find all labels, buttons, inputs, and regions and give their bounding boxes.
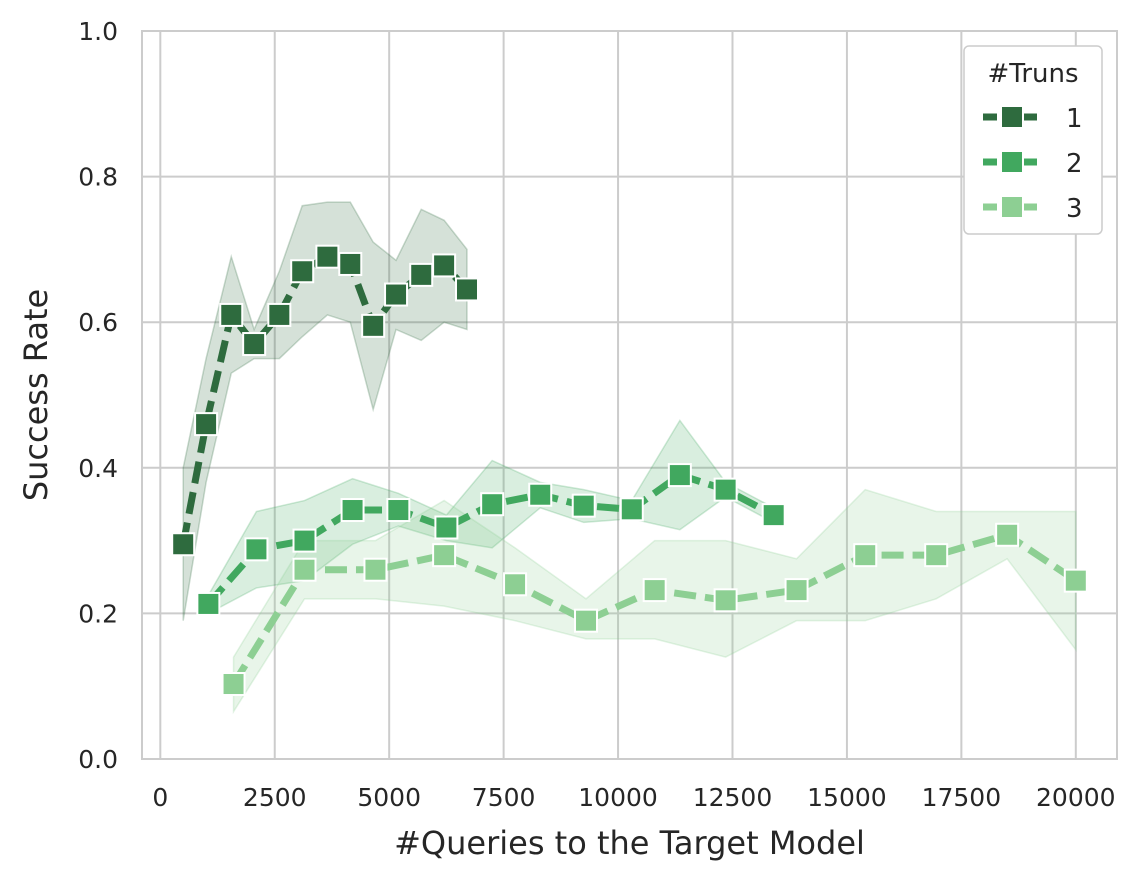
confidence-band-series-1 <box>182 201 468 621</box>
marker-series-1-point-4 <box>267 302 292 327</box>
y-tick-label: 0.0 <box>78 745 118 774</box>
y-tick-label: 0.6 <box>78 308 118 337</box>
x-tick-label: 20000 <box>1036 783 1116 812</box>
marker-series-2-point-1 <box>244 537 269 562</box>
x-tick-label: 0 <box>152 783 168 812</box>
legend: #Truns 1 2 3 <box>963 45 1103 235</box>
marker-series-3-point-4 <box>503 572 528 597</box>
legend-entries: 1 2 3 <box>983 104 1083 224</box>
x-tick-label: 15000 <box>807 783 887 812</box>
marker-series-2-point-3 <box>340 498 365 523</box>
marker-series-2-point-0 <box>196 591 221 616</box>
x-tick-label: 7500 <box>472 783 536 812</box>
marker-series-1-point-10 <box>409 262 434 287</box>
marker-series-3-point-1 <box>292 557 317 582</box>
x-tick-label: 2500 <box>243 783 307 812</box>
plot-area <box>142 31 1117 759</box>
marker-series-1-point-6 <box>315 244 340 269</box>
legend-label-3: 3 <box>1066 194 1083 224</box>
y-tick-label: 1.0 <box>78 17 118 46</box>
marker-series-1-point-5 <box>290 259 315 284</box>
legend-label-2: 2 <box>1066 149 1083 179</box>
marker-series-3-point-3 <box>432 543 457 568</box>
marker-series-2-point-10 <box>667 463 692 488</box>
legend-title: #Truns <box>987 59 1078 89</box>
marker-series-3-point-10 <box>924 543 949 568</box>
marker-series-3-point-0 <box>221 672 246 697</box>
y-tick-label: 0.4 <box>78 454 118 483</box>
x-tick-label: 17500 <box>922 783 1002 812</box>
marker-series-3-point-8 <box>784 578 809 603</box>
marker-series-1-point-9 <box>384 282 409 307</box>
marker-series-2-point-2 <box>292 528 317 553</box>
y-tick-label: 0.8 <box>78 163 118 192</box>
x-tick-label: 12500 <box>693 783 773 812</box>
plot-frame <box>141 30 1118 760</box>
marker-series-1-point-8 <box>361 313 386 338</box>
marker-series-1-point-12 <box>455 277 479 302</box>
y-tick-labels: 0.0 0.2 0.4 0.6 0.8 1.0 <box>78 17 118 774</box>
x-tick-label: 5000 <box>357 783 421 812</box>
marker-series-3-point-7 <box>713 588 738 613</box>
marker-series-1-point-7 <box>338 251 363 276</box>
marker-series-3-point-9 <box>853 543 878 568</box>
x-axis-title: #Queries to the Target Model <box>394 824 865 862</box>
marker-series-3-point-11 <box>995 522 1020 547</box>
marker-series-3-point-2 <box>363 557 388 582</box>
y-tick-label: 0.2 <box>78 599 118 628</box>
marker-series-2-point-9 <box>619 497 644 522</box>
marker-series-1-point-3 <box>242 332 267 357</box>
marker-series-2-point-7 <box>528 482 553 507</box>
marker-series-1-point-11 <box>432 253 457 278</box>
marker-series-3-point-6 <box>642 578 667 603</box>
legend-marker-3 <box>1000 195 1024 219</box>
legend-marker-2 <box>1000 150 1024 174</box>
marker-series-2-point-6 <box>480 492 505 517</box>
marker-series-1-point-1 <box>194 412 219 437</box>
marker-series-2-point-12 <box>761 503 786 528</box>
legend-box <box>963 45 1103 235</box>
series-markers <box>171 244 1088 697</box>
marker-series-1-point-2 <box>219 302 244 327</box>
marker-series-2-point-11 <box>713 477 738 502</box>
marker-series-2-point-8 <box>571 493 596 518</box>
legend-label-1: 1 <box>1066 104 1083 134</box>
legend-marker-1 <box>1000 105 1024 129</box>
marker-series-1-point-0 <box>171 532 196 557</box>
x-tick-labels: 0 2500 5000 7500 10000 12500 15000 17500 20000 <box>152 783 1115 812</box>
marker-series-3-point-5 <box>574 608 599 633</box>
y-axis-title: Success Rate <box>17 289 55 501</box>
x-tick-label: 10000 <box>578 783 658 812</box>
marker-series-2-point-5 <box>434 515 459 540</box>
marker-series-2-point-4 <box>386 498 411 523</box>
marker-series-3-point-12 <box>1063 568 1088 593</box>
